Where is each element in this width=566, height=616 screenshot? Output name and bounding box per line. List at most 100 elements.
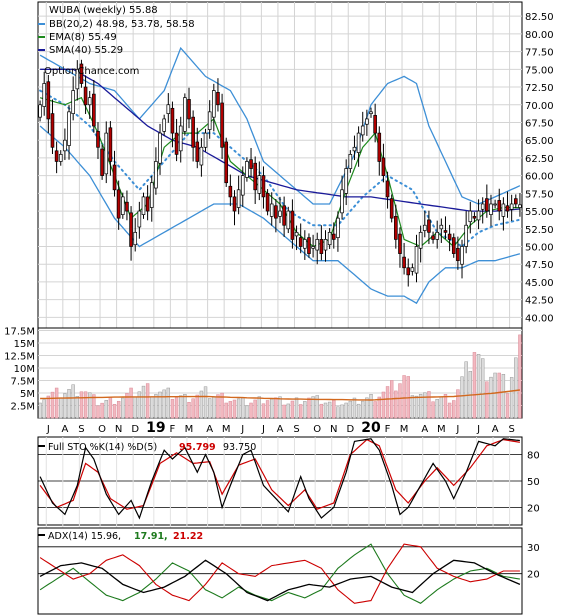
volume-bar xyxy=(67,389,71,419)
volume-average-line xyxy=(40,389,520,401)
volume-bar xyxy=(481,358,485,419)
price-tick-label: 77.50 xyxy=(525,48,554,59)
price-tick-label: 65.00 xyxy=(525,136,554,147)
price-panel: 82.50 80.00 77.50 75.00 72.50 70.00 67.50 65.00… xyxy=(37,1,554,418)
candle-body xyxy=(274,205,278,219)
volume-bar xyxy=(505,393,510,419)
candle-body xyxy=(236,189,241,208)
volume-bar xyxy=(336,406,340,419)
volume-bar xyxy=(71,384,75,419)
candle-body xyxy=(294,231,299,237)
candle-body xyxy=(75,68,80,90)
candle-body xyxy=(174,132,179,155)
volume-bar xyxy=(245,405,249,419)
volume-bar xyxy=(431,401,435,419)
volume-bar xyxy=(518,334,522,419)
stochastic-k-line xyxy=(39,438,520,520)
candle-body xyxy=(315,239,320,251)
candle-body xyxy=(92,93,96,127)
candle-body xyxy=(286,210,291,230)
candle-body xyxy=(460,246,464,265)
candle-body xyxy=(360,125,365,136)
time-axis-label: O xyxy=(98,424,106,435)
candle-body xyxy=(129,212,133,247)
candle-body xyxy=(394,216,398,240)
adx-title: ADX(14) 15.96, xyxy=(48,531,121,542)
volume-bar xyxy=(212,396,216,419)
volume-bar xyxy=(435,399,439,419)
candle-body xyxy=(398,233,402,254)
price-tick-label: 55.00 xyxy=(525,207,554,218)
volume-bar xyxy=(203,386,208,419)
candle-body xyxy=(369,111,373,114)
time-axis: J A S O N D 19 F M A M J J A S O N D 20 F M A M J J A S xyxy=(46,420,515,436)
price-legend: WUBA (weekly) 55.88 BB(20,2) 48.98, 53.7… xyxy=(38,5,195,77)
candle-body xyxy=(451,237,456,254)
time-axis-label: 19 xyxy=(146,420,165,436)
candle-body xyxy=(79,63,84,84)
candle-body xyxy=(406,267,411,276)
volume-bar xyxy=(79,391,84,419)
time-axis-label: A xyxy=(277,424,284,435)
adx-legend: ADX(14) 15.96, 17.91, 21.22 xyxy=(38,531,203,542)
volume-bar xyxy=(270,398,274,419)
volume-bar xyxy=(352,397,357,419)
candle-body xyxy=(50,113,55,148)
time-axis-label: J xyxy=(240,424,244,435)
candle-body xyxy=(356,132,361,153)
time-axis-label: 20 xyxy=(361,420,381,436)
bb-lower-line xyxy=(39,125,521,305)
candle-body xyxy=(54,150,59,162)
price-tick-label: 72.50 xyxy=(525,83,554,94)
candle-body xyxy=(253,162,257,191)
volume-bar xyxy=(307,397,311,419)
candle-body xyxy=(232,196,237,212)
stochastic-d-value: 93.750 xyxy=(223,442,256,453)
time-axis-label: O xyxy=(313,424,321,435)
candle-body xyxy=(278,210,282,217)
candle-body xyxy=(344,168,348,194)
adx-lines xyxy=(39,543,521,604)
volume-bar xyxy=(385,386,390,419)
candle-body xyxy=(261,175,266,198)
volume-bar xyxy=(298,404,303,419)
candle-body xyxy=(83,86,88,106)
volume-bar xyxy=(356,403,361,419)
time-axis-label: M xyxy=(400,424,409,435)
volume-bar xyxy=(174,397,179,419)
candle-body xyxy=(509,203,514,210)
volume-bar xyxy=(137,391,142,419)
adx-panel: 30 20 ADX(14) 15.96, 17.91, 21.22 xyxy=(37,527,540,615)
stochastic-tick-label: 20 xyxy=(527,503,540,514)
candle-body xyxy=(162,118,166,132)
volume-bar xyxy=(452,400,456,419)
candle-body xyxy=(224,141,229,184)
candle-body xyxy=(443,230,448,233)
volume-bar xyxy=(282,404,286,419)
volume-bar xyxy=(162,389,166,419)
volume-bar xyxy=(224,402,228,419)
legend-swatch xyxy=(38,23,45,25)
candle-body xyxy=(476,210,481,221)
candle-body xyxy=(435,231,439,240)
volume-bar xyxy=(381,391,386,419)
price-tick-label: 80.00 xyxy=(525,30,554,41)
volume-bar xyxy=(195,394,199,419)
candle-body xyxy=(133,231,138,246)
time-axis-label: M xyxy=(222,424,231,435)
volume-bar xyxy=(207,398,212,419)
price-tick-label: 70.00 xyxy=(525,101,554,112)
time-axis-label: A xyxy=(61,424,68,435)
volume-bar xyxy=(361,400,365,419)
volume-bar xyxy=(340,404,344,419)
candle-body xyxy=(497,200,502,212)
price-tick-label: 40.00 xyxy=(525,313,554,324)
price-tick-label: 52.50 xyxy=(525,225,554,236)
adx-axis: 30 20 xyxy=(527,543,540,581)
time-axis-label: D xyxy=(131,424,139,435)
volume-bar xyxy=(46,395,51,419)
volume-bar xyxy=(303,401,307,419)
candle-body xyxy=(348,154,353,169)
stochastic-lines xyxy=(39,438,521,520)
stochastic-title: Full STO %K(14) %D(5) xyxy=(48,442,157,453)
